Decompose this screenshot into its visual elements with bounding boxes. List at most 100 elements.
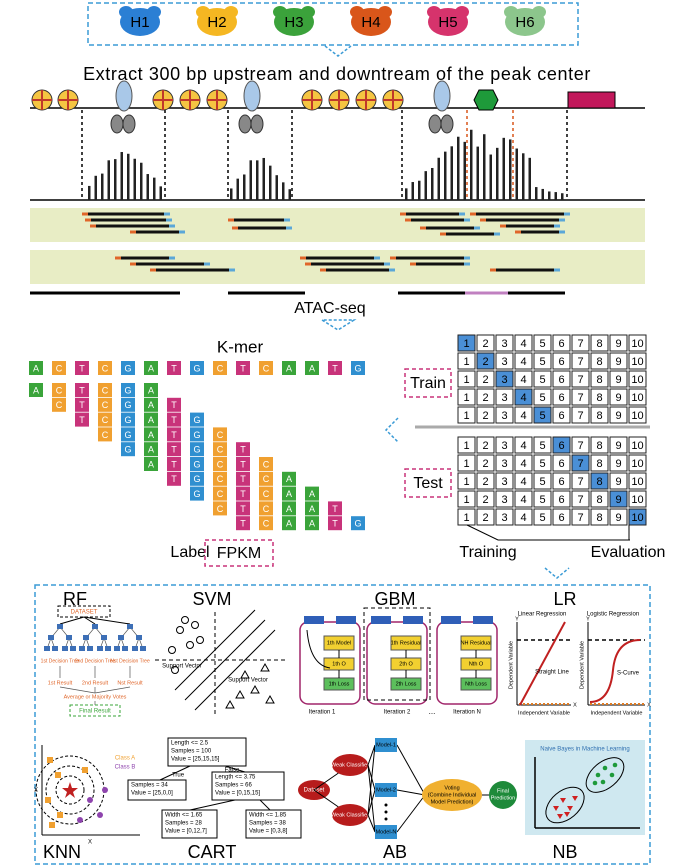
label: Y bbox=[515, 616, 519, 622]
knn-radius bbox=[45, 765, 95, 815]
box bbox=[282, 361, 296, 375]
label: 2th O bbox=[399, 661, 413, 667]
label: Class A bbox=[115, 756, 135, 762]
label: 9 bbox=[615, 476, 621, 488]
label: 4 bbox=[520, 356, 526, 368]
label: A bbox=[286, 519, 292, 529]
box bbox=[118, 635, 124, 640]
box bbox=[305, 516, 319, 531]
label: 4 bbox=[520, 392, 526, 404]
box bbox=[628, 352, 647, 370]
label: Independent Variable bbox=[518, 710, 570, 716]
label: ATAC-seq bbox=[294, 300, 365, 317]
label: False bbox=[225, 768, 240, 774]
label: Width <= 1.65 bbox=[165, 813, 203, 819]
label: Prediction bbox=[491, 795, 515, 801]
box bbox=[514, 406, 533, 424]
label: 5 bbox=[539, 356, 545, 368]
box bbox=[259, 486, 273, 501]
label: Samples = 66 bbox=[215, 783, 253, 789]
factor bbox=[433, 80, 451, 112]
box bbox=[259, 471, 273, 486]
label: 10 bbox=[631, 356, 643, 368]
label: RF bbox=[63, 589, 87, 609]
box bbox=[571, 406, 590, 424]
label: 8 bbox=[596, 410, 602, 422]
box bbox=[190, 442, 204, 457]
label: Samples = 38 bbox=[249, 821, 287, 827]
label: X bbox=[88, 840, 92, 846]
label: 4 bbox=[520, 410, 526, 422]
label: Width <= 1.85 bbox=[249, 813, 287, 819]
label: 4 bbox=[520, 458, 526, 470]
label: 2 bbox=[482, 392, 488, 404]
box bbox=[571, 508, 590, 526]
label: Support Vector bbox=[228, 678, 268, 684]
line bbox=[396, 744, 426, 796]
box bbox=[236, 457, 250, 471]
label: Value = [25,15,15] bbox=[171, 757, 220, 763]
box bbox=[97, 646, 103, 651]
label: A bbox=[148, 445, 154, 455]
label: 7 bbox=[577, 512, 583, 524]
label: T bbox=[79, 363, 85, 373]
label: 8 bbox=[596, 440, 602, 452]
line bbox=[396, 789, 426, 796]
label: C bbox=[102, 415, 109, 425]
box bbox=[66, 635, 72, 640]
box bbox=[571, 490, 590, 508]
label: A bbox=[148, 400, 154, 410]
box bbox=[304, 616, 324, 624]
dot bbox=[384, 810, 388, 814]
box bbox=[495, 334, 514, 352]
label: 9 bbox=[615, 494, 621, 506]
box bbox=[514, 472, 533, 490]
box bbox=[525, 740, 645, 835]
box bbox=[144, 412, 158, 427]
coverage-bar bbox=[107, 160, 110, 200]
point bbox=[240, 669, 250, 679]
box bbox=[98, 361, 112, 375]
label: C bbox=[56, 385, 63, 395]
label: Samples = 34 bbox=[131, 783, 169, 789]
label: 10 bbox=[631, 494, 643, 506]
box bbox=[609, 436, 628, 454]
label: T bbox=[79, 385, 85, 395]
coverage-bar bbox=[489, 154, 492, 200]
label: G bbox=[354, 363, 361, 373]
coverage-bar bbox=[243, 174, 246, 200]
histone-blob bbox=[196, 6, 210, 18]
box bbox=[457, 352, 476, 370]
label: Iteration 1 bbox=[309, 710, 336, 716]
coverage-bar bbox=[450, 146, 453, 200]
point bbox=[564, 812, 570, 817]
label: 1th Residual bbox=[391, 640, 422, 646]
label: T bbox=[171, 400, 177, 410]
label: 5 bbox=[539, 374, 545, 386]
label: Model-2 bbox=[376, 787, 396, 793]
histone-blob bbox=[119, 6, 133, 18]
label: 2 bbox=[482, 338, 488, 350]
point bbox=[77, 817, 83, 823]
box bbox=[628, 388, 647, 406]
label: (Combine Individual bbox=[428, 792, 477, 798]
label: 1 bbox=[463, 338, 469, 350]
box bbox=[609, 352, 628, 370]
box bbox=[628, 406, 647, 424]
label: C bbox=[56, 363, 63, 373]
coverage-bar bbox=[262, 157, 265, 200]
box bbox=[98, 427, 112, 442]
box bbox=[121, 361, 135, 375]
point bbox=[102, 787, 108, 793]
box bbox=[476, 454, 495, 472]
box bbox=[514, 334, 533, 352]
label: G bbox=[193, 445, 200, 455]
label: 3 bbox=[501, 374, 507, 386]
label: True bbox=[172, 773, 185, 779]
box bbox=[144, 427, 158, 442]
histone-blob bbox=[350, 6, 364, 18]
box bbox=[590, 370, 609, 388]
label: 6 bbox=[558, 410, 564, 422]
label: Length <= 3.75 bbox=[215, 775, 256, 781]
box bbox=[167, 397, 181, 412]
